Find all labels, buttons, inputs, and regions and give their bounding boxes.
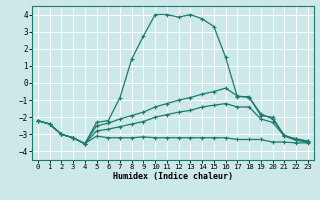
X-axis label: Humidex (Indice chaleur): Humidex (Indice chaleur): [113, 172, 233, 181]
